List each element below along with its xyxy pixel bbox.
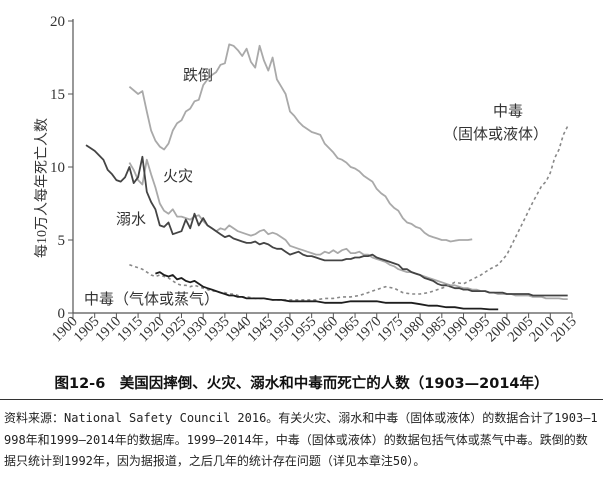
y-tick-label: 5 — [58, 233, 66, 249]
label-falls: 跌倒 — [183, 67, 213, 84]
y-tick-label: 20 — [50, 14, 65, 30]
line-chart: 0510152019001905191019151920192519301935… — [34, 14, 580, 346]
x-tick-label: 2015 — [548, 314, 580, 346]
label-poison-solid-line1: 中毒 — [493, 103, 523, 120]
y-tick-label: 0 — [58, 306, 66, 322]
y-tick-label: 10 — [50, 160, 65, 176]
caption-divider — [0, 399, 603, 400]
series-line-0 — [128, 43, 473, 243]
chart-series — [85, 43, 569, 311]
series-line-2 — [85, 144, 568, 297]
series-line-1 — [128, 158, 568, 300]
label-poison-gas: 中毒（气体或蒸气） — [84, 291, 219, 308]
series-line-4 — [155, 271, 499, 311]
y-axis-label: 每10万人每年死亡人数 — [34, 118, 50, 258]
label-poison-solid-line2: （固体或液体） — [443, 126, 548, 143]
series-line-3 — [129, 125, 569, 301]
label-fire: 火灾 — [163, 168, 193, 185]
label-drowning: 溺水 — [116, 211, 146, 228]
source-note: 资料来源：National Safety Council 2016。有关火灾、溺… — [4, 411, 598, 468]
y-tick-label: 15 — [50, 87, 65, 103]
figure-caption-title: 图12-6 美国因摔倒、火灾、溺水和中毒而死亡的人数（1903—2014年） — [54, 376, 549, 392]
